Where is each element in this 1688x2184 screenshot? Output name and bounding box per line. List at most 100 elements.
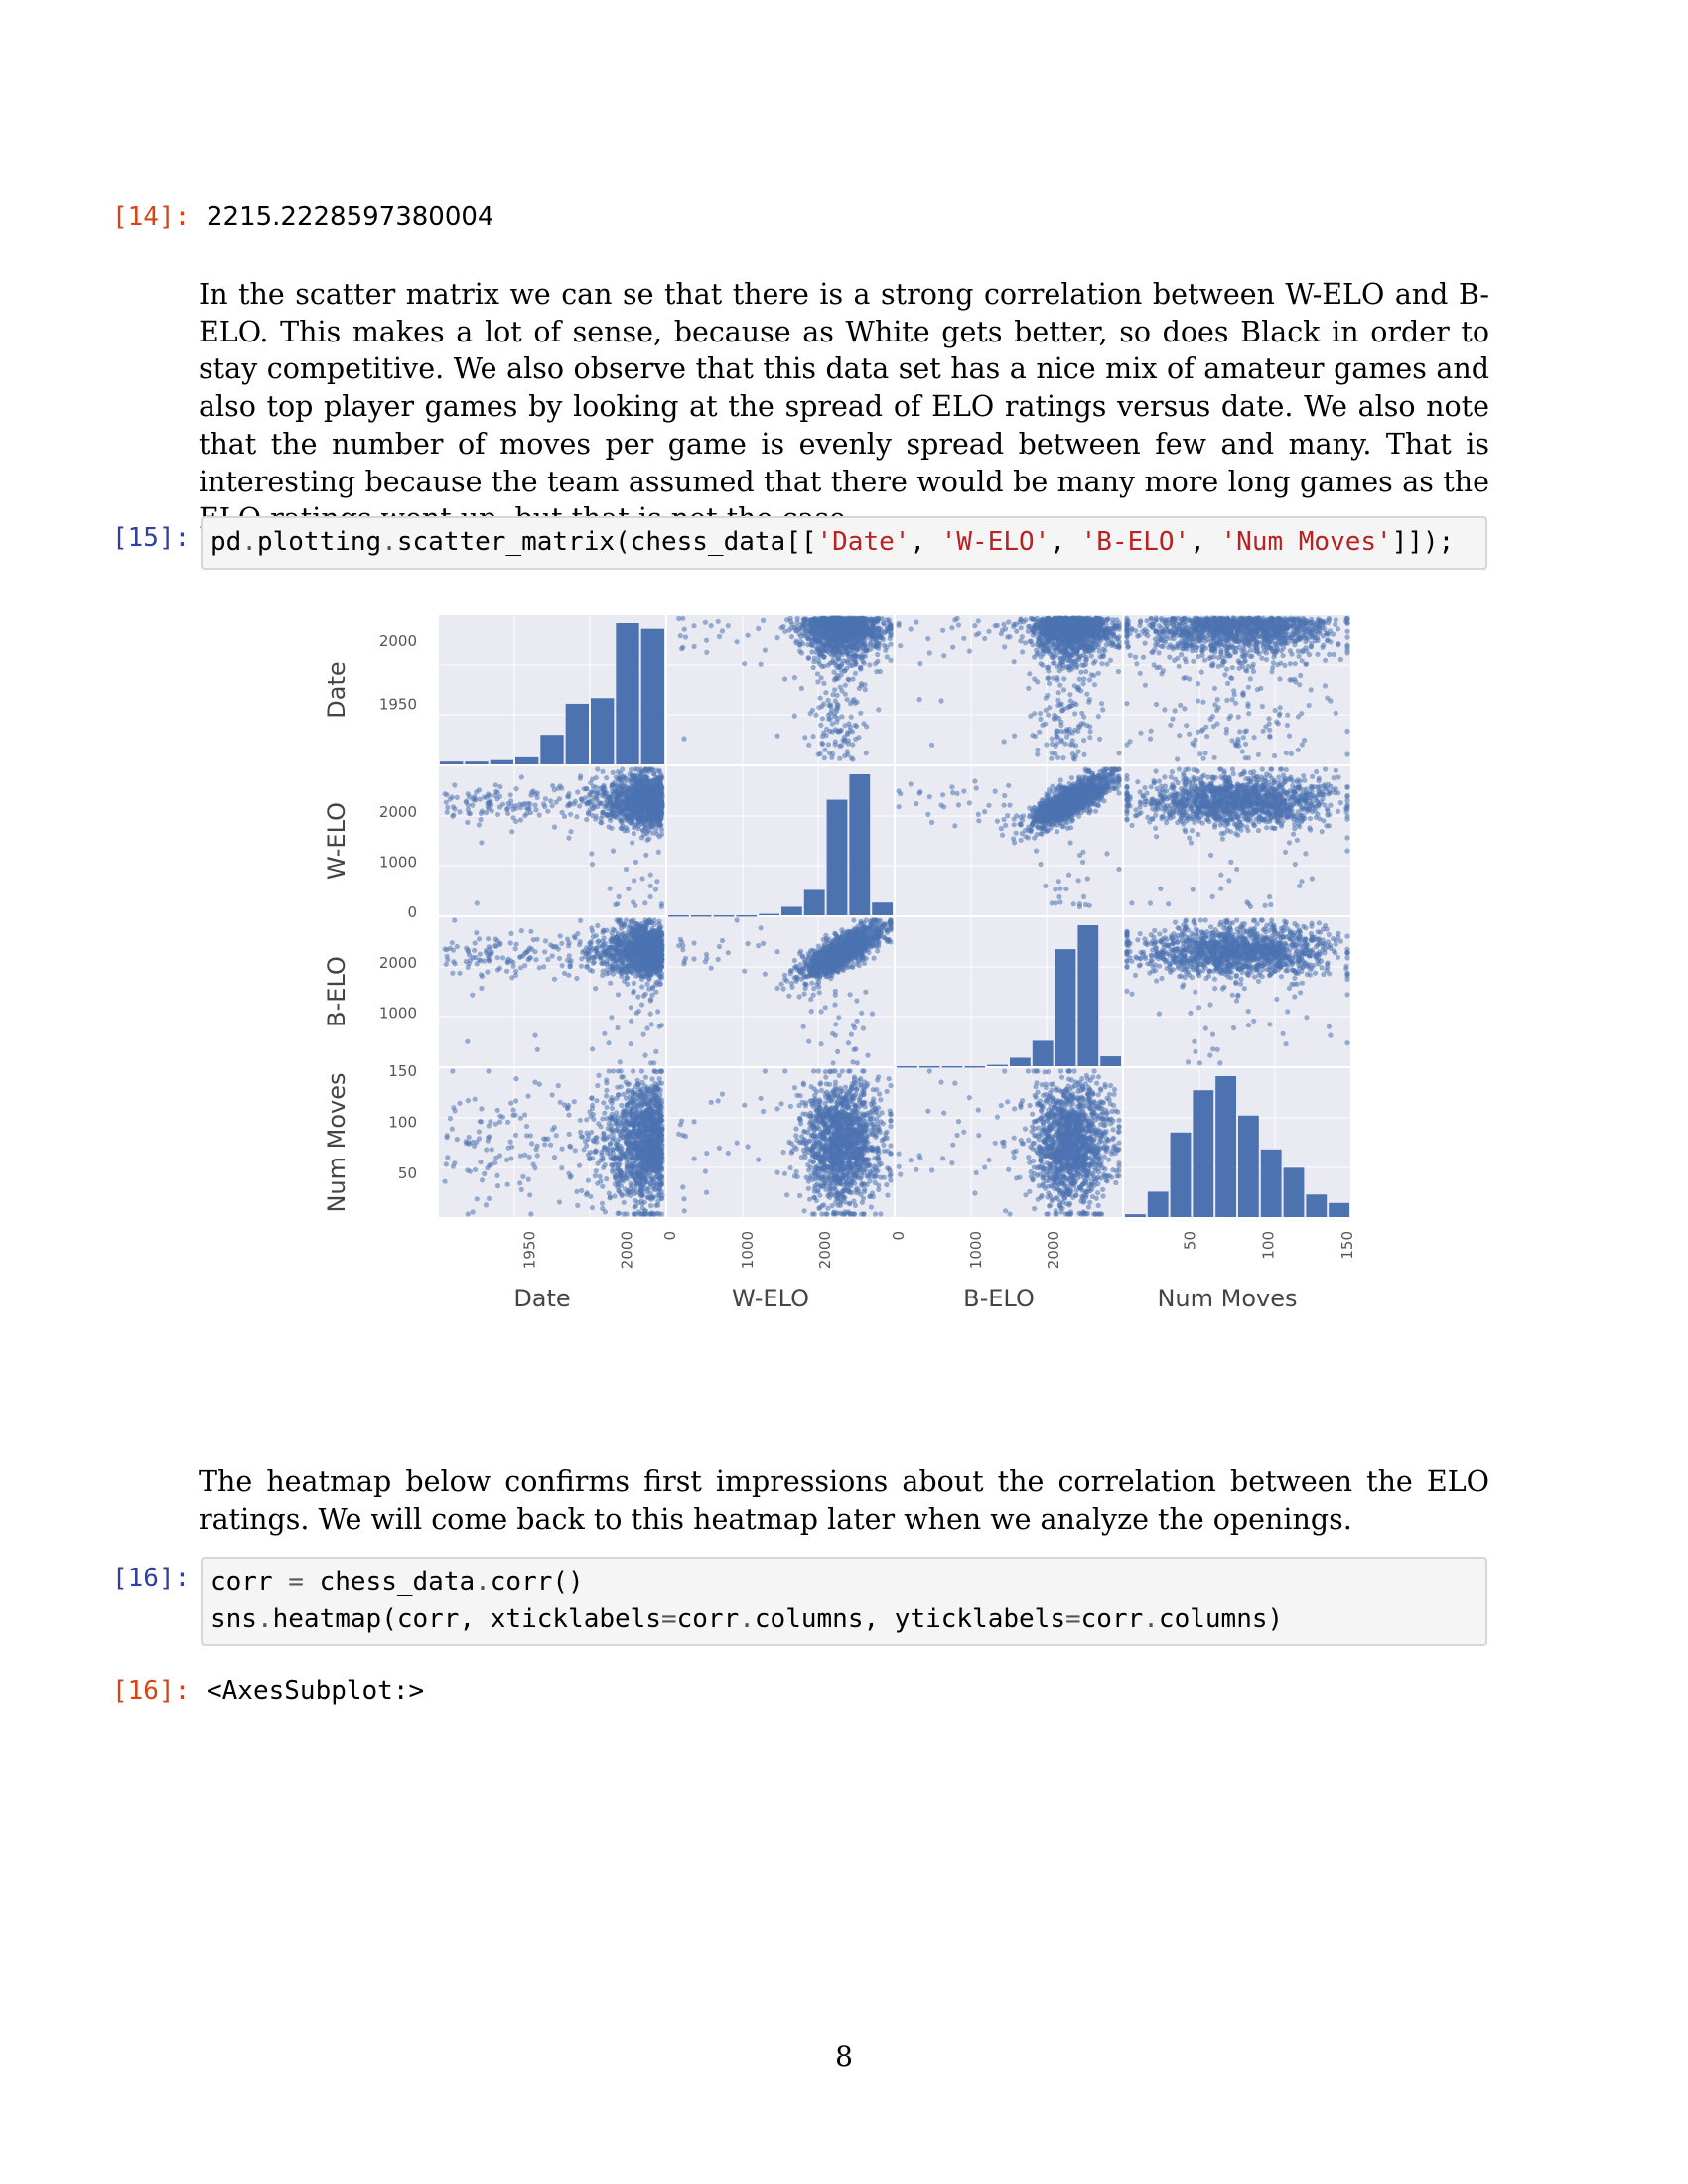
matrix-cell-date-vs-w-elo	[667, 615, 894, 764]
histogram-bar	[566, 704, 589, 764]
scatter-point	[518, 817, 523, 822]
scatter-point	[1124, 629, 1129, 634]
scatter-point	[1344, 643, 1349, 648]
scatter-point	[1081, 738, 1086, 743]
scatter-point	[859, 621, 864, 626]
scatter-point	[451, 812, 456, 817]
scatter-point	[801, 633, 806, 638]
scatter-point	[1198, 631, 1203, 636]
scatter-point	[821, 681, 826, 686]
scatter-point	[807, 618, 812, 623]
scatter-point	[445, 805, 450, 810]
scatter-point	[1028, 714, 1033, 719]
scatter-point	[1138, 731, 1143, 736]
scatter-point	[1053, 751, 1057, 756]
scatter-point	[1177, 664, 1182, 669]
scatter-point	[828, 623, 833, 628]
scatter-point	[1059, 739, 1064, 744]
scatter-point	[1233, 743, 1238, 748]
scatter-point	[475, 900, 480, 905]
scatter-point	[1298, 673, 1303, 678]
histogram-bar	[515, 757, 538, 764]
scatter-point	[1170, 717, 1175, 722]
scatter-point	[1094, 619, 1099, 624]
scatter-point	[1267, 721, 1272, 726]
scatter-point	[1344, 751, 1349, 756]
scatter-point	[839, 668, 844, 673]
scatter-point	[1271, 654, 1276, 659]
scatter-point	[799, 650, 804, 655]
scatter-point	[1084, 692, 1089, 697]
matrix-cell-date-vs-date	[439, 615, 665, 764]
scatter-point	[881, 621, 886, 626]
scatter-point	[1325, 638, 1330, 643]
scatter-point	[1081, 681, 1086, 686]
scatter-point	[720, 628, 725, 633]
scatter-point	[1054, 729, 1058, 734]
scatter-point	[1269, 669, 1274, 674]
scatter-point	[1245, 704, 1250, 709]
scatter-point	[1052, 716, 1056, 721]
scatter-point	[1104, 662, 1109, 667]
scatter-point	[1055, 703, 1060, 708]
scatter-point	[1046, 665, 1051, 670]
scatter-point	[1236, 645, 1241, 650]
scatter-point	[1030, 733, 1035, 738]
scatter-point	[1272, 753, 1277, 758]
scatter-point	[542, 804, 547, 809]
scatter-point	[1344, 629, 1349, 634]
scatter-point	[1062, 649, 1067, 654]
scatter-point	[1101, 634, 1106, 639]
scatter-point	[589, 851, 594, 856]
scatter-point	[1099, 661, 1104, 666]
scatter-point	[1081, 752, 1086, 757]
scatter-point	[956, 622, 961, 627]
scatter-point	[1326, 632, 1331, 637]
scatter-point	[1019, 625, 1024, 630]
scatter-point	[830, 653, 835, 658]
scatter-point	[1214, 638, 1219, 643]
scatter-point	[864, 622, 869, 627]
matrix-cell-w-elo-vs-date	[439, 766, 665, 915]
scatter-point	[808, 711, 813, 716]
scatter-point	[1082, 624, 1087, 629]
scatter-point	[1075, 632, 1080, 637]
scatter-point	[1201, 644, 1206, 649]
scatter-point	[545, 809, 550, 814]
scatter-point	[568, 812, 573, 817]
code-line: pd.plotting.scatter_matrix(chess_data[['…	[203, 524, 1485, 561]
scatter-point	[1246, 638, 1251, 643]
scatter-point	[763, 648, 768, 653]
scatter-point	[1222, 627, 1227, 632]
scatter-point	[1047, 681, 1052, 686]
scatter-point	[1059, 708, 1064, 713]
scatter-point	[1036, 650, 1041, 655]
scatter-point	[1281, 653, 1286, 658]
scatter-point	[826, 713, 831, 718]
scatter-point	[1086, 700, 1091, 705]
scatter-point	[1260, 704, 1265, 709]
scatter-point	[1282, 663, 1287, 668]
scatter-point	[1037, 730, 1042, 735]
scatter-point	[1190, 648, 1195, 653]
scatter-point	[909, 626, 914, 631]
code-cell-15[interactable]: pd.plotting.scatter_matrix(chess_data[['…	[201, 516, 1487, 570]
scatter-point	[1224, 727, 1229, 732]
scatter-point	[1071, 755, 1076, 760]
scatter-point	[703, 620, 708, 625]
scatter-point	[986, 629, 991, 634]
scatter-point	[683, 634, 688, 639]
scatter-point	[853, 671, 858, 676]
scatter-point	[819, 652, 824, 657]
scatter-point	[831, 635, 836, 640]
scatter-point	[1243, 668, 1248, 673]
scatter-point	[537, 812, 542, 817]
scatter-point	[961, 636, 966, 641]
scatter-point	[1299, 711, 1304, 716]
scatter-point	[519, 774, 524, 779]
scatter-point	[1203, 725, 1208, 730]
scatter-point	[999, 631, 1004, 636]
scatter-point	[1222, 672, 1227, 677]
scatter-point	[1266, 626, 1271, 631]
scatter-point	[826, 703, 831, 708]
